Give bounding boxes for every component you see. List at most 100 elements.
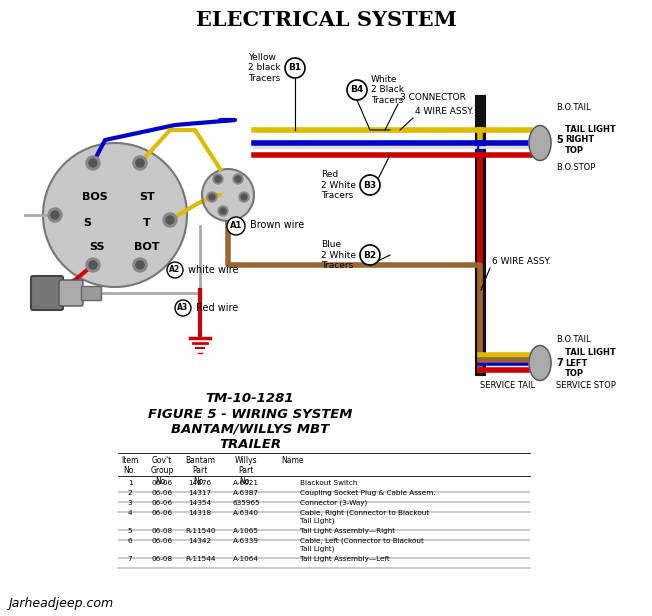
Text: 5: 5 <box>556 135 563 145</box>
Text: 14276: 14276 <box>188 480 211 486</box>
Text: B.O.STOP: B.O.STOP <box>556 163 595 172</box>
Text: 4: 4 <box>128 510 132 516</box>
Text: Willys
Part
No.: Willys Part No. <box>235 456 258 486</box>
Text: B4: B4 <box>350 86 364 94</box>
Text: B.O.TAIL: B.O.TAIL <box>556 336 591 344</box>
Text: 6 WIRE ASSY.: 6 WIRE ASSY. <box>492 257 551 267</box>
Text: SS: SS <box>89 242 105 252</box>
Text: Red wire: Red wire <box>196 303 238 313</box>
Circle shape <box>227 217 245 235</box>
Text: 4 WIRE ASSY.: 4 WIRE ASSY. <box>415 108 474 116</box>
Circle shape <box>220 208 226 214</box>
Text: 5: 5 <box>128 528 132 534</box>
Circle shape <box>285 58 305 78</box>
Text: B.O.TAIL: B.O.TAIL <box>556 103 591 113</box>
Text: SERVICE STOP: SERVICE STOP <box>556 381 616 389</box>
Circle shape <box>209 194 215 200</box>
Text: A-1065: A-1065 <box>233 528 259 534</box>
Text: B3: B3 <box>363 180 377 190</box>
Circle shape <box>213 174 223 184</box>
Text: white wire: white wire <box>188 265 239 275</box>
Text: 3: 3 <box>128 500 132 506</box>
Circle shape <box>207 192 217 202</box>
Circle shape <box>360 175 380 195</box>
Text: Cable, Right (Connector to Blackout
Tail Light): Cable, Right (Connector to Blackout Tail… <box>300 510 429 524</box>
Text: R-11540: R-11540 <box>185 528 215 534</box>
Text: A-6387: A-6387 <box>233 490 259 496</box>
Text: 06-08: 06-08 <box>151 556 173 562</box>
Circle shape <box>133 258 147 272</box>
Text: 14318: 14318 <box>188 510 211 516</box>
Ellipse shape <box>529 346 551 381</box>
Circle shape <box>239 192 249 202</box>
Circle shape <box>86 258 100 272</box>
Circle shape <box>167 262 183 278</box>
Text: 06-08: 06-08 <box>151 528 173 534</box>
Text: Jarheadjeep.com: Jarheadjeep.com <box>8 597 113 610</box>
Text: 7: 7 <box>128 556 132 562</box>
Text: TAIL LIGHT
LEFT
TOP: TAIL LIGHT LEFT TOP <box>565 348 615 378</box>
Text: 6: 6 <box>128 538 132 544</box>
Text: Coupling Socket Plug & Cable Assem.: Coupling Socket Plug & Cable Assem. <box>300 490 436 496</box>
Text: T: T <box>143 218 151 228</box>
Text: Cable, Left (Connector to Blackout
Tail Light): Cable, Left (Connector to Blackout Tail … <box>300 538 424 552</box>
Text: 06-06: 06-06 <box>151 480 173 486</box>
Text: ST: ST <box>139 192 155 202</box>
Text: 3 CONNECTOR: 3 CONNECTOR <box>400 94 466 102</box>
Text: Brown wire: Brown wire <box>250 220 304 230</box>
Circle shape <box>347 80 367 100</box>
Circle shape <box>48 208 62 222</box>
Circle shape <box>43 143 187 287</box>
Text: BANTAM/WILLYS MBT: BANTAM/WILLYS MBT <box>171 423 329 436</box>
Circle shape <box>163 213 177 227</box>
Circle shape <box>241 194 247 200</box>
Text: A-6021: A-6021 <box>233 480 259 486</box>
Text: 1: 1 <box>128 480 132 486</box>
Circle shape <box>51 211 59 219</box>
Text: Tail Light Assembly—Right: Tail Light Assembly—Right <box>300 528 395 534</box>
Text: Gov't
Group
No.: Gov't Group No. <box>151 456 173 486</box>
Text: BOT: BOT <box>134 242 160 252</box>
Circle shape <box>233 174 243 184</box>
Text: 06-06: 06-06 <box>151 510 173 516</box>
Text: Red
2 White
Tracers: Red 2 White Tracers <box>321 170 356 200</box>
Circle shape <box>136 261 144 269</box>
Text: 7: 7 <box>556 358 563 368</box>
Text: 06-06: 06-06 <box>151 490 173 496</box>
Text: Tail Light Assembly—Left: Tail Light Assembly—Left <box>300 556 390 562</box>
Text: A-1064: A-1064 <box>233 556 259 562</box>
Text: R-11544: R-11544 <box>185 556 215 562</box>
Text: Item
No.: Item No. <box>121 456 139 476</box>
Text: A3: A3 <box>177 304 188 312</box>
Text: SERVICE TAIL: SERVICE TAIL <box>480 381 535 389</box>
Circle shape <box>166 216 174 224</box>
Circle shape <box>215 176 221 182</box>
Text: A1: A1 <box>230 222 242 230</box>
Text: S: S <box>83 218 91 228</box>
Text: 14354: 14354 <box>188 500 211 506</box>
Text: Blue
2 White
Tracers: Blue 2 White Tracers <box>321 240 356 270</box>
Text: B2: B2 <box>363 251 377 259</box>
Circle shape <box>86 156 100 170</box>
Text: 14342: 14342 <box>188 538 211 544</box>
Circle shape <box>360 245 380 265</box>
Text: 14317: 14317 <box>188 490 211 496</box>
Circle shape <box>136 159 144 167</box>
Text: Blackout Switch: Blackout Switch <box>300 480 357 486</box>
Ellipse shape <box>529 126 551 161</box>
Text: TRAILER: TRAILER <box>219 438 281 451</box>
Text: 06-06: 06-06 <box>151 538 173 544</box>
Text: Connector (3-Way): Connector (3-Way) <box>300 500 367 506</box>
FancyBboxPatch shape <box>31 276 63 310</box>
Text: TAIL LIGHT
RIGHT
TOP: TAIL LIGHT RIGHT TOP <box>565 125 615 155</box>
Text: B1: B1 <box>288 63 302 73</box>
Bar <box>81 286 101 300</box>
Text: 06-06: 06-06 <box>151 500 173 506</box>
Text: 635965: 635965 <box>232 500 260 506</box>
Text: A-6339: A-6339 <box>233 538 259 544</box>
Text: BOS: BOS <box>82 192 108 202</box>
Circle shape <box>175 300 191 316</box>
Circle shape <box>202 169 254 221</box>
Text: A2: A2 <box>170 265 181 275</box>
Circle shape <box>235 176 241 182</box>
